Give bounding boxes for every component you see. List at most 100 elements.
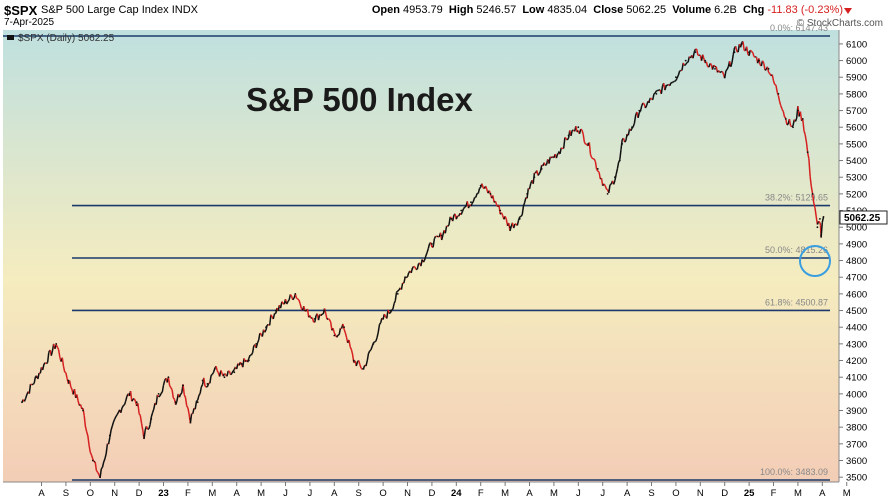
y-tick-label: 5500: [846, 139, 867, 150]
price-segment: [184, 397, 188, 406]
price-segment: [230, 372, 233, 376]
x-tick-label: J: [308, 488, 313, 499]
price-segment: [215, 366, 218, 371]
price-point: [596, 168, 599, 170]
price-point: [587, 143, 589, 145]
price-point: [389, 309, 392, 312]
price-segment: [538, 170, 542, 174]
x-axis: A S O N D 23 F M A M J J A S O N D 24 F M A M J J A S O N D 25 F M A M: [38, 482, 851, 499]
price-point: [626, 134, 628, 137]
price-point: [694, 51, 697, 54]
y-tick-label: 4700: [846, 273, 867, 284]
price-segment: [619, 149, 622, 160]
price-segment: [758, 58, 761, 65]
price-point: [618, 159, 621, 162]
price-point: [777, 93, 780, 95]
price-segment: [178, 393, 182, 398]
price-point: [421, 259, 424, 262]
price-segment: [766, 66, 770, 73]
price-segment: [405, 276, 408, 279]
x-tick-label: F: [771, 488, 777, 499]
y-tick-label: 3700: [846, 439, 867, 450]
price-point: [806, 151, 809, 154]
price-segment: [336, 334, 339, 338]
price-point: [201, 379, 204, 382]
x-tick-label: A: [234, 488, 241, 499]
price-segment: [717, 70, 721, 73]
price-segment: [150, 412, 154, 418]
price-segment: [123, 400, 127, 406]
price-segment: [338, 328, 342, 335]
price-segment: [96, 471, 100, 475]
price-segment: [370, 346, 373, 351]
price-segment: [444, 225, 448, 234]
price-segment: [292, 297, 295, 301]
price-segment: [675, 77, 678, 81]
price-segment: [256, 339, 260, 344]
price-segment: [388, 312, 391, 315]
symbol: $SPX: [4, 3, 38, 18]
price-segment: [620, 139, 623, 150]
price-segment: [804, 134, 808, 143]
price-segment: [504, 216, 507, 220]
price-segment: [65, 372, 68, 379]
price-segment: [780, 105, 783, 110]
price-segment: [808, 158, 811, 177]
price-segment: [805, 142, 809, 153]
price-segment: [463, 206, 466, 210]
price-segment: [751, 50, 754, 54]
price-segment: [772, 80, 776, 85]
price-segment: [520, 214, 523, 217]
price-point: [362, 368, 365, 370]
price-segment: [264, 329, 267, 333]
price-segment: [482, 187, 485, 190]
price-point: [557, 151, 560, 154]
price-segment: [105, 443, 109, 454]
price-segment: [306, 308, 310, 318]
price-segment: [94, 461, 98, 471]
price-segment: [107, 437, 111, 445]
price-segment: [819, 222, 822, 226]
price-point: [248, 359, 250, 362]
price-segment: [140, 423, 144, 431]
price-point: [265, 326, 267, 329]
price-segment: [730, 62, 733, 68]
price-segment: [731, 54, 735, 63]
price-segment: [484, 185, 488, 190]
price-segment: [137, 403, 140, 414]
price-segment: [325, 313, 328, 320]
y-tick-label: 3600: [846, 456, 867, 467]
price-point: [816, 226, 819, 229]
price-segment: [139, 415, 143, 424]
price-segment: [609, 183, 612, 186]
price-segment: [88, 445, 92, 453]
price-segment: [721, 71, 725, 75]
support-circle: [799, 245, 831, 277]
price-segment: [183, 394, 187, 398]
price-point: [223, 376, 226, 379]
price-segment: [376, 332, 379, 338]
price-segment: [449, 216, 452, 219]
price-segment: [687, 56, 691, 63]
price-segment: [709, 62, 712, 66]
price-segment: [192, 408, 195, 414]
price-segment: [597, 170, 600, 173]
price-point: [182, 384, 184, 387]
price-segment: [813, 202, 816, 208]
x-tick-label: O: [87, 488, 94, 499]
price-segment: [232, 369, 235, 372]
price-segment: [168, 385, 172, 388]
x-tick-label: M: [550, 488, 558, 499]
price-point: [655, 93, 658, 95]
price-segment: [355, 361, 359, 367]
price-segment: [259, 332, 262, 335]
price-point: [758, 59, 760, 62]
price-segment: [550, 156, 554, 159]
price-segment: [76, 394, 79, 401]
price-segment: [83, 415, 87, 427]
price-segment: [50, 350, 54, 356]
price-segment: [492, 195, 495, 203]
price-segment: [809, 176, 813, 187]
price-segment: [683, 63, 687, 67]
price-segment: [580, 128, 583, 131]
